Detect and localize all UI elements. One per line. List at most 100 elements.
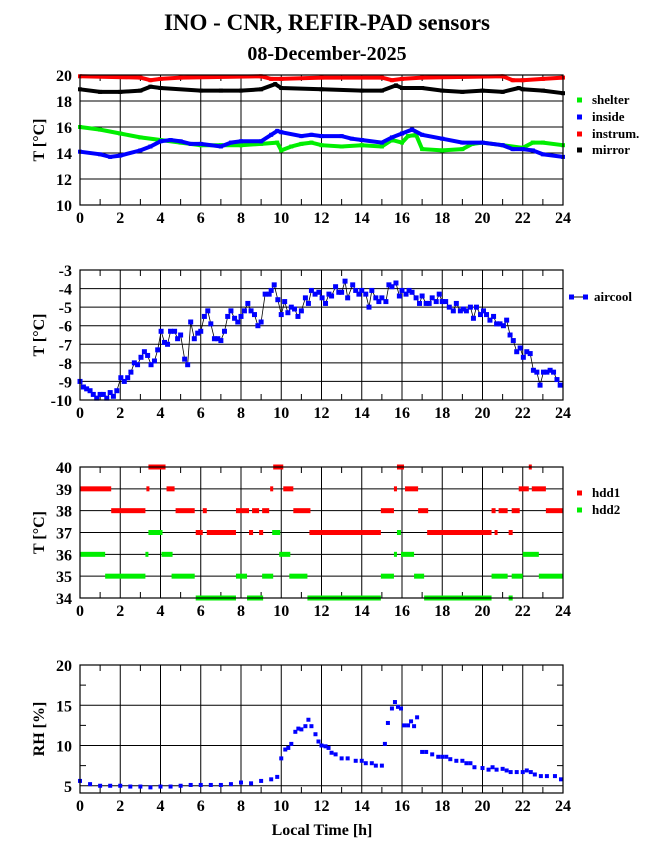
data-segment — [111, 508, 146, 514]
data-point — [379, 763, 384, 768]
x-tick-label: 24 — [555, 405, 571, 422]
data-point — [379, 88, 384, 93]
data-point — [255, 323, 261, 329]
data-point — [504, 317, 510, 323]
data-segment — [249, 530, 254, 535]
data-point — [329, 293, 335, 299]
data-point — [345, 295, 351, 301]
data-segment — [148, 530, 163, 535]
data-point — [491, 313, 497, 319]
legend-marker — [577, 507, 582, 513]
data-point — [218, 88, 223, 93]
data-point — [148, 362, 154, 368]
data-point — [359, 287, 365, 293]
data-segment — [414, 573, 425, 579]
legend-label: aircool — [594, 289, 632, 304]
data-point — [239, 139, 243, 144]
x-tick-label: 16 — [394, 210, 410, 227]
data-point — [339, 144, 344, 149]
x-tick-label: 14 — [354, 210, 370, 227]
data-point — [473, 304, 479, 310]
data-point — [423, 300, 429, 306]
data-point — [316, 289, 322, 295]
data-point — [420, 86, 425, 90]
data-point — [520, 147, 525, 152]
data-segment — [80, 551, 106, 557]
data-segment — [522, 551, 539, 557]
data-point — [460, 306, 466, 312]
y-tick-label: 18 — [56, 94, 72, 111]
y-tick-label: 37 — [56, 526, 72, 543]
data-point — [269, 76, 274, 81]
data-point — [239, 88, 243, 93]
data-point — [175, 336, 181, 342]
data-point — [313, 732, 318, 737]
data-point — [275, 140, 280, 145]
data-point — [108, 154, 113, 159]
data-point — [114, 388, 120, 394]
data-segment — [393, 486, 397, 492]
data-point — [128, 369, 134, 375]
data-segment — [393, 551, 397, 557]
x-tick-label: 18 — [434, 210, 450, 227]
data-point — [121, 378, 127, 384]
data-point — [507, 332, 513, 338]
data-point — [158, 76, 163, 81]
data-point — [218, 144, 223, 149]
data-point — [88, 782, 93, 787]
data-point — [484, 312, 490, 318]
data-point — [185, 362, 191, 368]
data-point — [295, 313, 301, 319]
x-tick-label: 0 — [76, 798, 84, 815]
data-point — [544, 369, 550, 375]
data-point — [104, 395, 110, 401]
data-point — [326, 291, 332, 297]
data-segment — [518, 486, 529, 492]
data-point — [172, 328, 178, 334]
data-point — [392, 700, 397, 705]
data-point — [218, 782, 223, 787]
data-point — [410, 127, 415, 132]
data-segment — [262, 573, 274, 579]
data-point — [319, 75, 324, 80]
data-point — [468, 761, 473, 766]
data-segment — [309, 530, 381, 535]
data-point — [393, 83, 398, 88]
x-tick-label: 12 — [314, 798, 330, 815]
x-tick-label: 0 — [76, 405, 84, 422]
data-point — [359, 88, 364, 93]
data-point — [540, 76, 545, 81]
data-point — [218, 338, 224, 344]
data-point — [108, 783, 113, 788]
x-tick-label: 16 — [394, 405, 410, 422]
data-point — [188, 319, 194, 325]
data-point — [420, 75, 425, 80]
x-tick-label: 4 — [157, 603, 165, 620]
data-point — [336, 289, 342, 295]
plot-frame — [79, 269, 564, 401]
data-point — [195, 330, 201, 336]
data-point — [342, 278, 348, 284]
data-point — [406, 723, 411, 728]
data-point — [259, 74, 264, 79]
data-point — [289, 741, 294, 746]
data-point — [500, 89, 505, 94]
x-tick-label: 18 — [434, 405, 450, 422]
x-tick-label: 4 — [157, 798, 165, 815]
data-point — [306, 717, 311, 722]
data-point — [524, 349, 530, 355]
data-point — [94, 395, 100, 401]
y-tick-label: -9 — [59, 374, 72, 391]
data-point — [420, 749, 425, 754]
data-point — [528, 770, 533, 775]
data-point — [443, 299, 449, 305]
data-point — [530, 367, 536, 373]
x-axis-label: Local Time [h] — [272, 822, 373, 839]
legend-marker — [569, 294, 574, 300]
data-point — [232, 315, 238, 321]
data-point — [409, 719, 414, 724]
data-point — [414, 132, 419, 137]
data-point — [464, 761, 469, 766]
data-point — [373, 295, 379, 301]
data-point — [279, 130, 284, 135]
